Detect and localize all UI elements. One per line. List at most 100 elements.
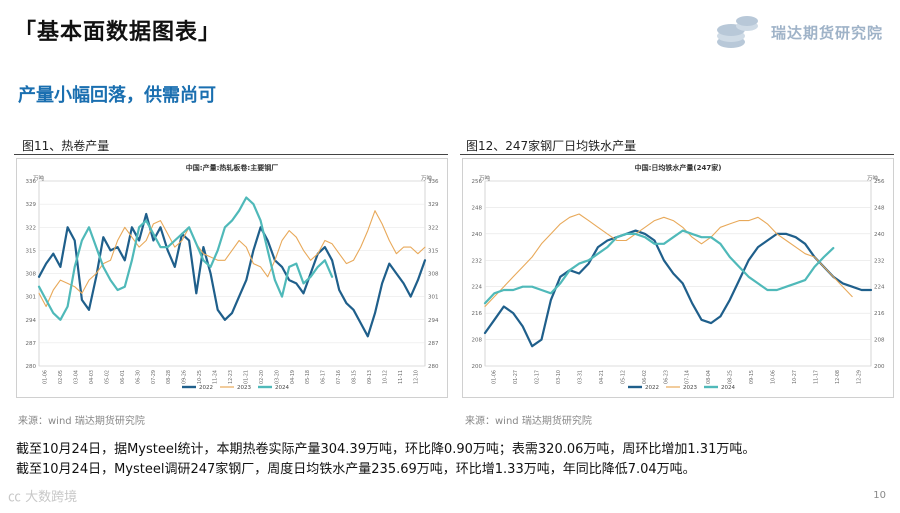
x-tick-label: 02-17 <box>535 370 541 384</box>
slide-title: 「基本面数据图表」 <box>14 20 222 45</box>
note-line-2: 截至10月24日，Mysteel调研247家钢厂，周度日均铁水产量235.69万… <box>16 462 696 477</box>
logo-text: 瑞达期货研究院 <box>771 24 884 42</box>
y-tick-right: 287 <box>428 341 439 347</box>
y-tick-right: 301 <box>428 295 439 301</box>
x-tick-label: 12-29 <box>856 370 862 384</box>
legend-label-2022: 2022 <box>645 385 659 391</box>
left-unit-label: 万吨 <box>33 174 45 182</box>
left-unit-label: 万吨 <box>479 174 491 182</box>
y-tick-left: 301 <box>26 295 37 301</box>
page-number: 10 <box>873 490 886 501</box>
x-tick-label: 04-19 <box>290 370 296 384</box>
x-tick-label: 01-06 <box>43 370 49 384</box>
y-tick-left: 216 <box>472 311 483 317</box>
x-tick-label: 11-17 <box>813 370 819 384</box>
x-tick-label: 02-20 <box>259 370 265 384</box>
x-tick-label: 06-23 <box>663 370 669 384</box>
x-tick-label: 03-10 <box>556 370 562 384</box>
x-tick-label: 05-02 <box>104 370 110 384</box>
x-tick-label: 01-27 <box>513 370 519 384</box>
y-tick-right: 200 <box>874 364 885 370</box>
note-line-1: 截至10月24日，据Mysteel统计，本期热卷实际产量304.39万吨，环比降… <box>16 442 756 457</box>
chart-title: 中国:日均铁水产量(247家) <box>635 163 722 172</box>
y-tick-right: 315 <box>428 248 439 254</box>
watermark: ㏄ 大数跨境 <box>8 486 77 505</box>
series-line-2024 <box>37 196 334 321</box>
y-tick-left: 208 <box>472 338 483 344</box>
left-panel-title: 图11、热卷产量 <box>22 139 110 153</box>
y-tick-right: 256 <box>874 179 885 185</box>
x-tick-label: 06-01 <box>120 370 126 384</box>
y-tick-left: 294 <box>26 318 37 324</box>
x-tick-label: 02-05 <box>58 370 64 384</box>
x-tick-label: 04-03 <box>89 370 95 384</box>
y-tick-right: 308 <box>428 272 439 278</box>
y-tick-left: 240 <box>472 232 483 238</box>
right-source-note: 来源：wind 瑞达期货研究院 <box>465 416 592 427</box>
hot-metal-output-chart: 中国:日均铁水产量(247家) 万吨 万吨 200 200 208 208 216 216 224… <box>462 158 894 398</box>
y-tick-left: 287 <box>26 341 37 347</box>
x-tick-label: 10-25 <box>197 370 203 384</box>
legend-label-2023: 2023 <box>237 385 251 391</box>
x-tick-label: 11-24 <box>213 370 219 384</box>
right-unit-label: 万吨 <box>421 174 433 182</box>
x-tick-label: 03-04 <box>74 370 80 384</box>
y-tick-right: 224 <box>874 285 885 291</box>
x-tick-label: 01-06 <box>492 370 498 384</box>
y-tick-right: 208 <box>874 338 885 344</box>
x-tick-label: 10-12 <box>382 370 388 384</box>
x-tick-label: 07-14 <box>685 370 691 384</box>
x-tick-label: 08-15 <box>352 370 358 384</box>
x-tick-label: 10-27 <box>792 370 798 384</box>
x-tick-label: 04-21 <box>599 370 605 384</box>
right-panel-title: 图12、247家钢厂日均铁水产量 <box>466 139 637 153</box>
y-tick-left: 248 <box>472 205 483 211</box>
x-tick-label: 09-13 <box>367 370 373 384</box>
legend-label-2023: 2023 <box>683 385 697 391</box>
x-tick-label: 09-15 <box>749 370 755 384</box>
legend-label-2024: 2024 <box>721 385 735 391</box>
x-tick-label: 07-29 <box>151 370 157 384</box>
y-tick-left: 224 <box>472 285 483 291</box>
y-tick-left: 256 <box>472 179 483 185</box>
y-tick-left: 315 <box>26 248 37 254</box>
x-tick-label: 07-16 <box>336 370 342 384</box>
hot-coil-output-chart: 中国:产量:热轧板卷:主要钢厂万吨 万吨 280 280 287 287 294 294 301… <box>16 158 448 398</box>
y-tick-right: 280 <box>428 364 439 370</box>
y-tick-right: 232 <box>874 258 885 264</box>
y-tick-left: 200 <box>472 364 483 370</box>
series-line-2023 <box>484 213 853 308</box>
y-tick-right: 336 <box>428 179 439 185</box>
x-tick-label: 12-08 <box>835 370 841 384</box>
right-panel-rule <box>460 154 894 155</box>
x-tick-label: 10-06 <box>771 370 777 384</box>
series-line-2024 <box>483 229 835 305</box>
y-tick-left: 329 <box>26 202 37 208</box>
x-tick-label: 06-02 <box>642 370 648 384</box>
legend-label-2024: 2024 <box>275 385 289 391</box>
x-tick-label: 08-28 <box>166 370 172 384</box>
y-tick-right: 322 <box>428 225 439 231</box>
x-tick-label: 03-20 <box>274 370 280 384</box>
x-tick-label: 08-25 <box>728 370 734 384</box>
y-tick-right: 294 <box>428 318 439 324</box>
x-tick-label: 06-17 <box>321 370 327 384</box>
x-tick-label: 03-31 <box>578 370 584 384</box>
right-unit-label: 万吨 <box>867 174 879 182</box>
x-tick-label: 09-26 <box>182 370 188 384</box>
left-source-note: 来源：wind 瑞达期货研究院 <box>18 416 145 427</box>
x-tick-label: 06-30 <box>135 370 141 384</box>
series-line-2022 <box>483 229 873 348</box>
y-tick-left: 322 <box>26 225 37 231</box>
brand-logo: 瑞达期货研究院 <box>711 14 886 54</box>
left-panel-rule <box>14 154 448 155</box>
chart-title: 中国:产量:热轧板卷:主要钢厂 <box>186 163 278 172</box>
series-line-2022 <box>37 212 427 338</box>
y-tick-left: 280 <box>26 364 37 370</box>
y-tick-right: 216 <box>874 311 885 317</box>
series-line-2023 <box>38 210 426 308</box>
y-tick-right: 240 <box>874 232 885 238</box>
x-tick-label: 11-11 <box>398 370 404 384</box>
watermark-icon: ㏄ <box>8 490 22 505</box>
x-tick-label: 01-21 <box>243 370 249 384</box>
